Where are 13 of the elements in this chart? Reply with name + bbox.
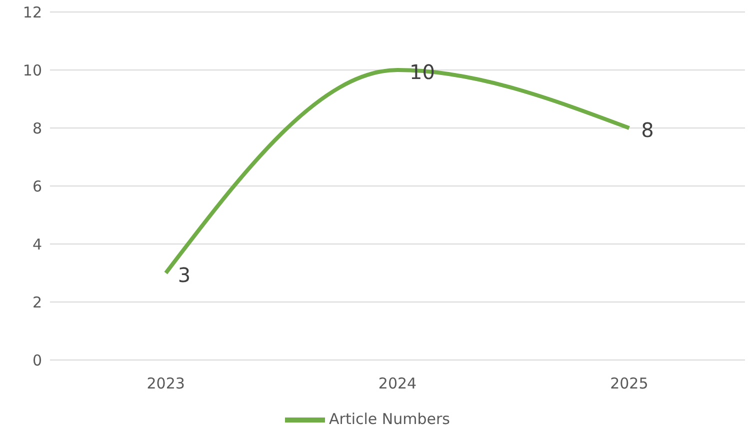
- y-tick-label: 6: [32, 177, 42, 196]
- legend-label: Article Numbers: [329, 410, 450, 428]
- data-label: 8: [641, 118, 654, 142]
- y-tick-label: 8: [32, 119, 42, 138]
- y-tick-label: 0: [32, 351, 42, 370]
- data-label: 3: [178, 263, 191, 287]
- y-tick-label: 4: [32, 235, 42, 254]
- y-tick-label: 10: [22, 61, 42, 80]
- x-tick-label: 2024: [378, 374, 417, 393]
- x-tick-label: 2025: [610, 374, 648, 393]
- y-tick-label: 2: [32, 293, 42, 312]
- x-tick-label: 2023: [146, 374, 185, 393]
- y-tick-label: 12: [22, 3, 42, 22]
